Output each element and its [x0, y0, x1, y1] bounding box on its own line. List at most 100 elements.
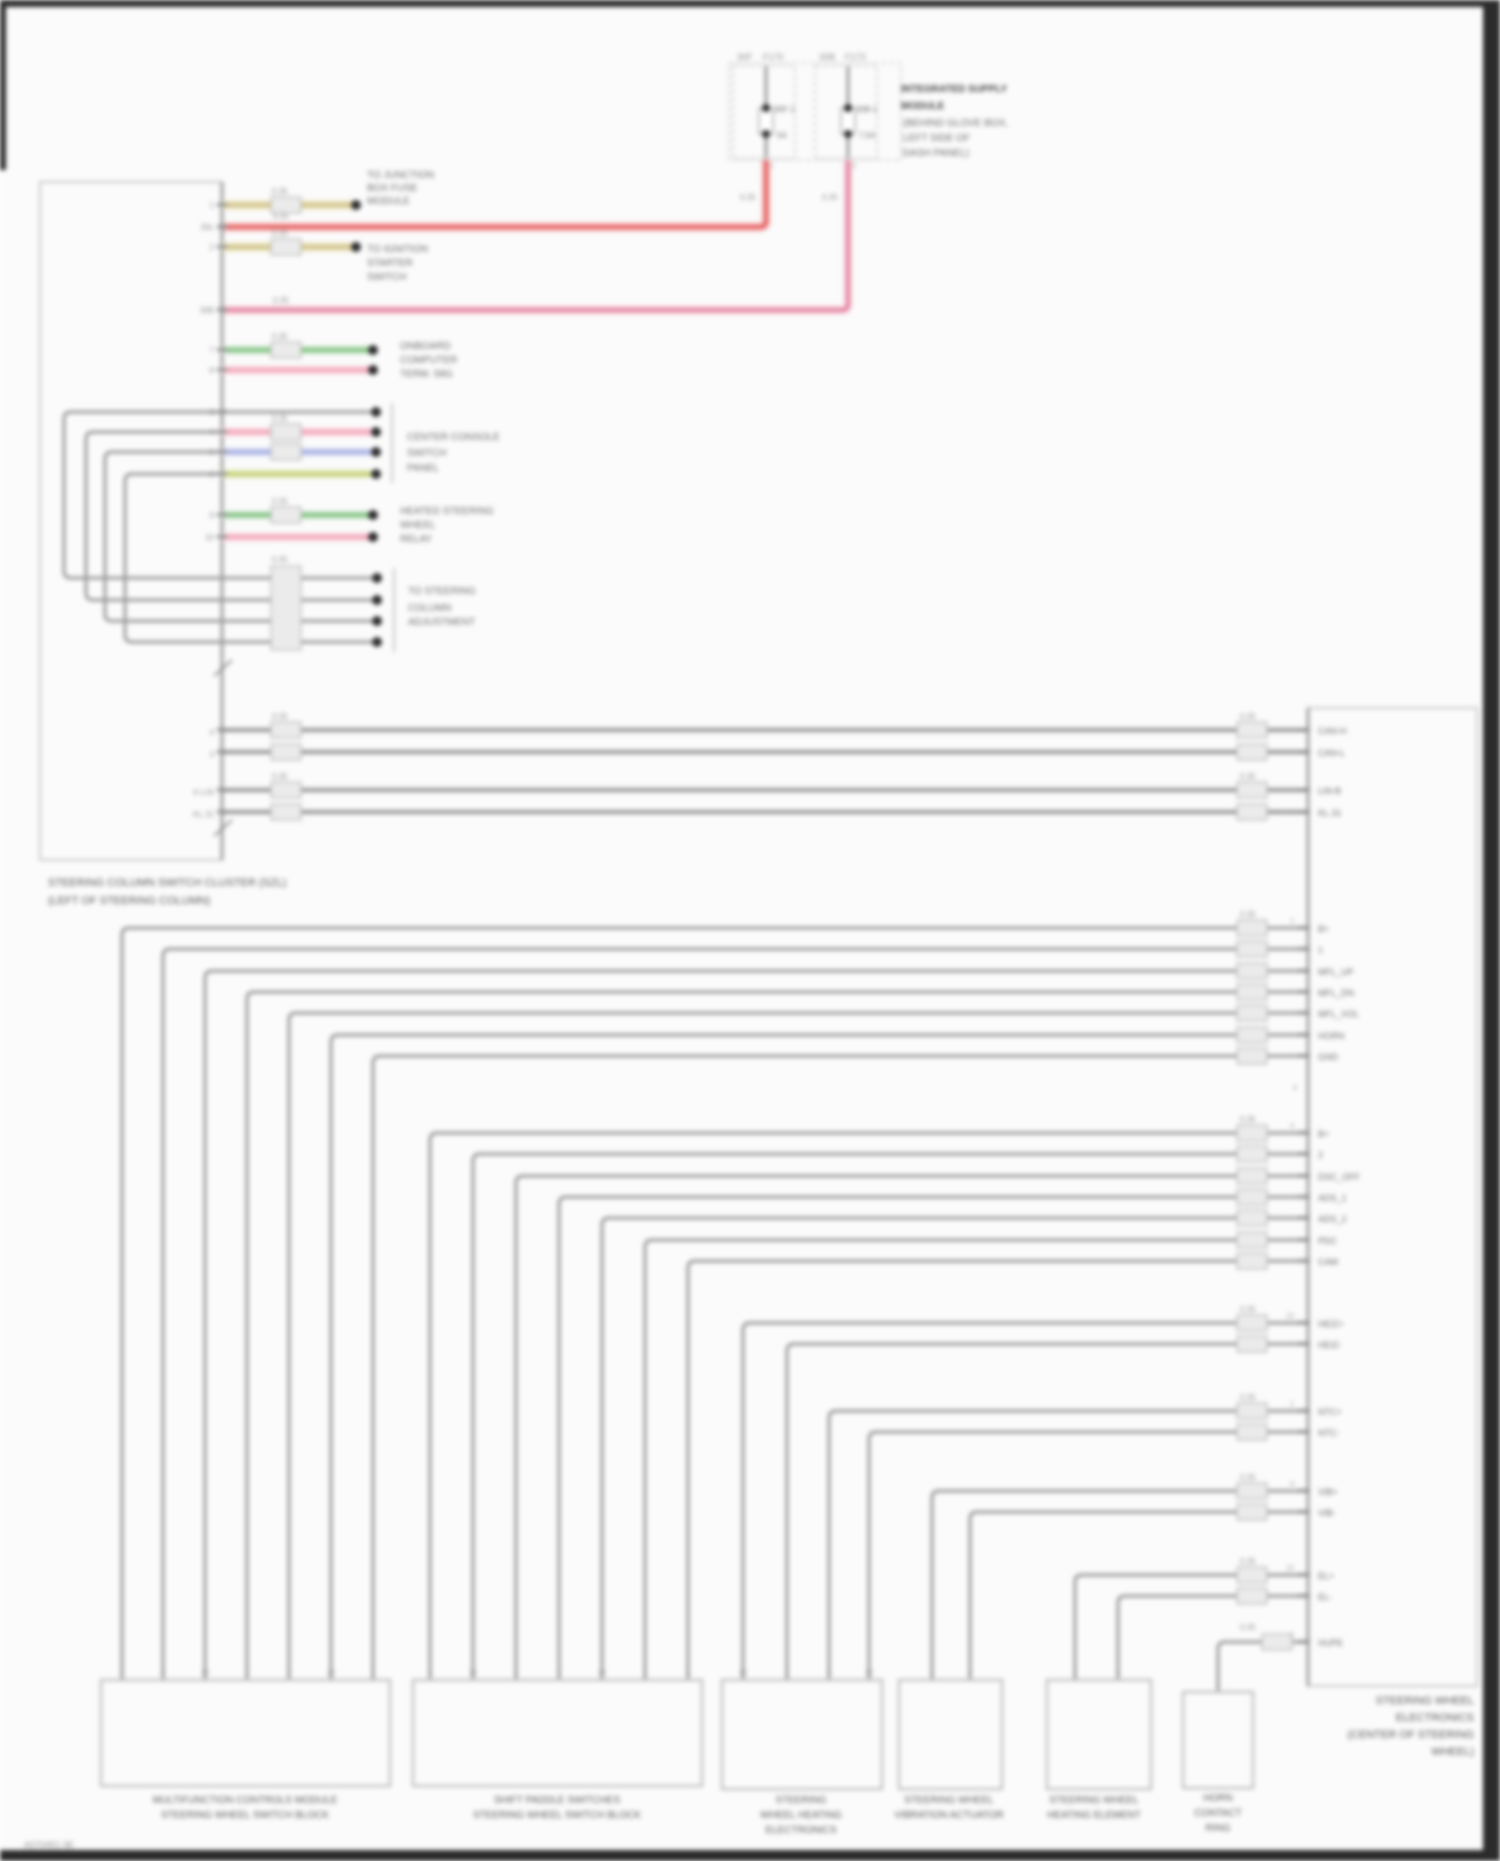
- rm-pin-s2: HEIZ-: [1318, 1340, 1342, 1350]
- svg-text:SHIFT PADDLE SWITCHES: SHIFT PADDLE SWITCHES: [494, 1795, 621, 1806]
- svg-text:ADJUSTMENT: ADJUSTMENT: [408, 617, 475, 628]
- rm-tiny-pin: 4: [1290, 1123, 1294, 1130]
- green2-wire-size: 0.35: [272, 497, 288, 506]
- rose-wire-size: 0.35: [273, 296, 289, 305]
- rm-block: [1236, 1167, 1268, 1185]
- svg-text:INTEGRATED SUPPLY: INTEGRATED SUPPLY: [901, 84, 1007, 95]
- rm-lin-wire-size: 0.35: [1240, 772, 1256, 781]
- pin-num: 4: [428, 1670, 432, 1677]
- pin-num-pink1: 8: [210, 366, 215, 375]
- rm-tiny-pin: 1: [1290, 1632, 1294, 1639]
- svg-text:TERM. 58G: TERM. 58G: [400, 369, 453, 380]
- fuse2-amp-label: 7,5A: [859, 131, 876, 140]
- pin-tick: [1298, 1259, 1310, 1263]
- svg-text:LEFT SIDE OF: LEFT SIDE OF: [903, 133, 970, 144]
- pin-num-pink2: 10: [205, 533, 214, 542]
- svg-text:STEERING WHEEL SWITCH BLOCK: STEERING WHEEL SWITCH BLOCK: [161, 1810, 329, 1821]
- rm-block: [1236, 1209, 1268, 1227]
- rm-block: [1236, 962, 1268, 980]
- stair-wire: [1073, 1573, 1308, 1680]
- module-1-box: [99, 1678, 392, 1788]
- connector-block-kl31: [270, 803, 302, 821]
- footer-doc-id: A070451-3E: [24, 1840, 74, 1850]
- svg-text:BOX FUSE: BOX FUSE: [367, 183, 418, 194]
- svg-text:RELAY: RELAY: [400, 534, 432, 545]
- fuse2-terminal-bottom: [844, 130, 852, 138]
- rm-pin-a3: MFL_UP: [1318, 967, 1354, 977]
- svg-text:STEERING: STEERING: [775, 1795, 826, 1806]
- pin-tick: [1298, 1152, 1310, 1156]
- return-wire-group: 0.35 TO STEERING COLUMN ADJUSTMENT: [270, 555, 476, 652]
- module-4-label: STEERING WHEEL VIBRATION ACTUATOR: [894, 1795, 1003, 1821]
- svg-text:WHEEL HEATING: WHEEL HEATING: [760, 1810, 842, 1821]
- group-b-wire-size: 0.35: [1240, 1115, 1256, 1124]
- fuse2-terminal-label: 30B-1: [856, 105, 878, 114]
- terminal-dot-knot2: [371, 427, 381, 437]
- fuse2-pin: 2: [852, 163, 856, 170]
- rm-block: [1236, 1124, 1268, 1142]
- rm-can-wire-size: 0.35: [1240, 712, 1256, 721]
- pin-num: 1: [643, 1670, 647, 1677]
- right-module-label: STEERING WHEEL ELECTRONICS (CENTER OF ST…: [1347, 1695, 1474, 1758]
- pin-tick: [217, 513, 227, 517]
- stair-wire-size: 0.35: [1240, 1393, 1256, 1402]
- pin-tick: [217, 810, 227, 814]
- junction-box-outline: [728, 62, 902, 161]
- terminal-dot-knot3: [371, 447, 381, 457]
- rm-pin-a6: HORN: [1318, 1031, 1345, 1041]
- rm-block: [1236, 1503, 1268, 1521]
- pin-tick: [1298, 1195, 1310, 1199]
- pin-num: 1: [371, 1670, 375, 1677]
- terminal-dot-green2: [368, 510, 378, 520]
- stair-wire: [785, 1342, 1308, 1680]
- rm-pin-b1: B+: [1318, 1129, 1329, 1139]
- rm-bus-pin-mid: 4: [1293, 1085, 1297, 1092]
- stair-wire-size: 0.35: [1240, 1305, 1256, 1314]
- knot-destination-label: CENTER CONSOLE SWITCH PANEL: [407, 432, 500, 474]
- svg-text:ELECTRONICS: ELECTRONICS: [1396, 1712, 1474, 1724]
- pin-num: 1: [245, 1670, 249, 1677]
- rm-pin-a2: 1: [1318, 945, 1323, 955]
- tan2-destination-label: TO IGNITION STARTER SWITCH: [367, 244, 428, 283]
- svg-text:WHEEL): WHEEL): [1431, 1746, 1474, 1758]
- pin-tick: [1298, 947, 1310, 951]
- svg-text:WHEEL: WHEEL: [400, 520, 436, 531]
- pin-num-canh: 4: [210, 728, 215, 737]
- pin-num-green2: 9: [210, 511, 215, 520]
- rm-pin-s9: HUPE: [1318, 1638, 1343, 1648]
- rm-pin-s6: VIB-: [1318, 1508, 1336, 1518]
- stair-wire: [471, 1152, 1308, 1680]
- rm-block-horn: [1261, 1633, 1293, 1651]
- group-a-wire-size: 0.35: [1240, 910, 1256, 919]
- pin-num: 4: [968, 1670, 972, 1677]
- fuse2-box: [814, 65, 878, 159]
- rm-tiny-pin: 12: [1286, 1313, 1294, 1320]
- module-5-box: [1045, 1678, 1153, 1791]
- stair-wire: [203, 969, 1308, 1680]
- staircase-group-b: 0.35 B+ 2 DSC_OFF ADS_1 ADS_2 PDC CAM: [428, 1115, 1361, 1680]
- rm-block: [1236, 1587, 1268, 1605]
- pin-tick: [217, 348, 227, 352]
- pin-tick: [217, 472, 227, 476]
- pin-num-k1: 3: [210, 408, 215, 417]
- pin-tick: [1298, 1510, 1310, 1514]
- return-destination-label: TO STEERING COLUMN ADJUSTMENT: [408, 586, 476, 628]
- power-wires: 0.35 0.35 0.35 0.35: [222, 160, 853, 315]
- rm-block: [1236, 1482, 1268, 1500]
- rm-pin-s4: NTC-: [1318, 1428, 1340, 1438]
- rm-pin-s8: EL-: [1318, 1592, 1332, 1602]
- rm-tiny-pin: 4: [1290, 1481, 1294, 1488]
- pin-tick: [1298, 1573, 1310, 1577]
- pin-tick: [1298, 750, 1310, 754]
- fuse2-code: F173: [845, 52, 866, 62]
- fuse2-terminal-top: [844, 104, 852, 112]
- loop-wire-2: [84, 430, 372, 602]
- wire-rose-30b: [222, 160, 850, 312]
- pin-tick: [217, 450, 227, 454]
- rm-block-canl: [1236, 743, 1268, 761]
- pin-tick: [217, 368, 227, 372]
- scan-border-right: [1483, 0, 1500, 1861]
- svg-text:COLUMN: COLUMN: [408, 603, 451, 614]
- stair-wire: [120, 926, 1308, 1680]
- pin-num-tan1: 1: [210, 201, 215, 210]
